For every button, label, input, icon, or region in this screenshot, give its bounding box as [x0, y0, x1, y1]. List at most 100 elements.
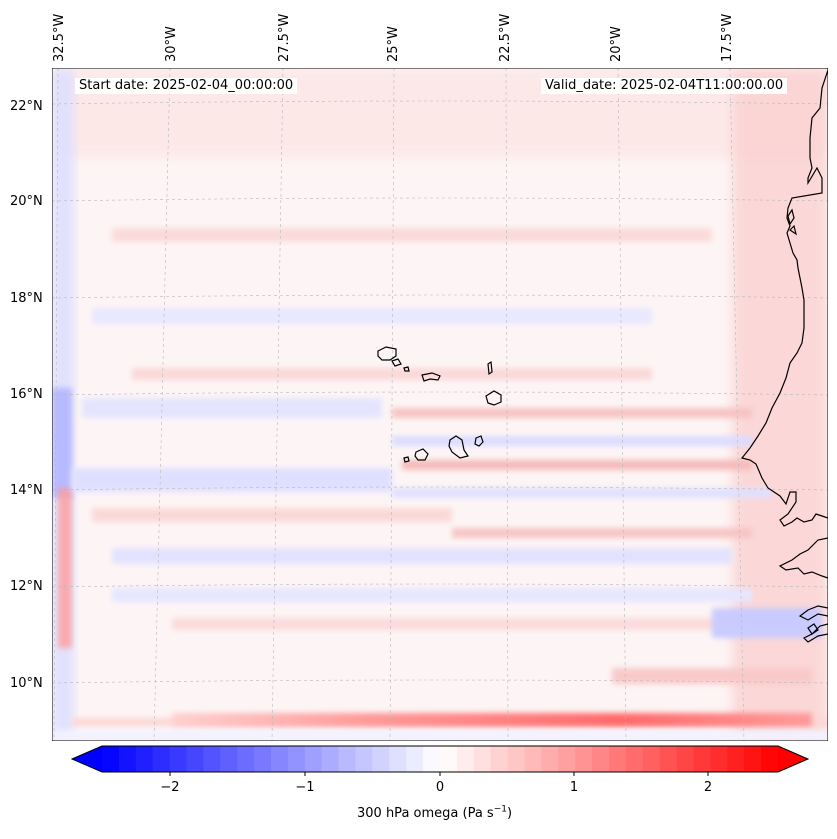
colorbar-step — [355, 746, 373, 772]
colorbar-step — [118, 746, 137, 772]
colorbar-step — [541, 746, 559, 772]
colorbar-step — [287, 746, 306, 772]
colorbar-step — [186, 746, 204, 772]
colorbar-tick-1: 1 — [569, 780, 579, 795]
lat-label-10n: 10°N — [10, 676, 43, 691]
lon-label-17-5w: 17.5°W — [720, 13, 735, 62]
colorbar-step — [440, 746, 458, 772]
lat-label-18n: 18°N — [10, 291, 43, 306]
valid-date-label: Valid_date: 2025-02-04T11:00:00.00 — [541, 78, 788, 94]
colorbar-step — [592, 746, 610, 772]
parallel-14n — [52, 486, 828, 491]
colorbar-step — [406, 746, 424, 772]
colorbar-step — [372, 746, 390, 772]
colorbar-step — [473, 746, 492, 772]
coastal-islands — [787, 208, 819, 635]
colorbar-step — [761, 746, 779, 772]
colorbar-step — [744, 746, 762, 772]
colorbar-tick-minus1: −1 — [295, 780, 315, 795]
africa-coast-south — [778, 537, 828, 643]
island-santa-luzia — [403, 366, 410, 372]
colorbar-outline — [70, 745, 810, 773]
colorbar-step — [169, 746, 187, 772]
parallel-10n — [52, 679, 828, 684]
island-santo-antao — [377, 346, 397, 361]
colorbar-step — [575, 746, 593, 772]
colorbar-step — [389, 746, 407, 772]
island-boa-vista — [485, 390, 502, 406]
colorbar-label-main: 300 hPa omega (Pa s — [357, 806, 494, 821]
lon-label-32-5w: 32.5°W — [52, 13, 67, 62]
lat-label-12n: 12°N — [10, 579, 43, 594]
meridian-32-5w — [53, 68, 59, 741]
meridian-30w — [153, 68, 171, 741]
colorbar-steps — [72, 746, 808, 772]
africa-coast — [740, 68, 828, 527]
lat-label-20n: 20°N — [10, 194, 43, 209]
colorbar-step — [254, 746, 272, 772]
colorbar-step — [152, 746, 171, 772]
island-santiago — [448, 435, 469, 459]
colorbar-step — [220, 746, 238, 772]
island-sao-nicolau — [421, 372, 441, 382]
colorbar-label: 300 hPa omega (Pa s−1) — [357, 804, 513, 821]
colorbar-label-exponent: −1 — [493, 804, 507, 815]
colorbar-step — [203, 746, 221, 772]
colorbar-step — [338, 746, 356, 772]
colorbar-tick-2: 2 — [703, 780, 713, 795]
island-sao-vicente — [391, 358, 402, 367]
lat-label-16n: 16°N — [10, 387, 43, 402]
parallel-18n — [52, 294, 828, 299]
colorbar-step — [456, 746, 475, 772]
island-brava — [403, 456, 410, 463]
lat-label-14n: 14°N — [10, 483, 43, 498]
colorbar-ticks — [169, 772, 709, 776]
colorbar-step — [625, 746, 644, 772]
colorbar-label-close: ) — [506, 806, 513, 821]
omega-map — [52, 68, 828, 741]
colorbar-step — [558, 746, 576, 772]
colorbar-step — [490, 746, 509, 772]
parallel-16n — [52, 391, 828, 396]
omega-field — [52, 68, 828, 741]
colorbar-tick-minus2: −2 — [160, 780, 180, 795]
colorbar-step — [676, 746, 694, 772]
colorbar-extend-max — [778, 746, 808, 772]
lat-label-22n: 22°N — [10, 99, 43, 114]
colorbar-step — [727, 746, 745, 772]
colorbar-step — [321, 746, 340, 772]
colorbar-step — [710, 746, 728, 772]
colorbar-step — [304, 746, 323, 772]
meridian-22-5w — [505, 68, 509, 741]
lon-label-27-5w: 27.5°W — [277, 13, 292, 62]
lon-label-20w: 20°W — [609, 26, 624, 62]
colorbar-step — [659, 746, 678, 772]
colorbar-step — [524, 746, 542, 772]
colorbar-step — [423, 746, 441, 772]
island-fogo — [414, 448, 429, 461]
colorbar-step — [102, 746, 120, 772]
parallel-20n — [52, 197, 828, 202]
colorbar-step — [507, 746, 525, 772]
meridian-27-5w — [271, 68, 284, 741]
meridian-20w — [617, 68, 627, 741]
colorbar-step — [609, 746, 627, 772]
colorbar-step — [135, 746, 154, 772]
coastlines — [377, 68, 828, 643]
colorbar — [70, 745, 810, 776]
start-date-label: Start date: 2025-02-04_00:00:00 — [75, 78, 298, 94]
parallel-22n — [52, 100, 828, 105]
colorbar-extend-min — [72, 746, 102, 772]
lon-label-25w: 25°W — [386, 26, 401, 62]
meridian-17-5w — [729, 68, 745, 741]
meridian-25w — [389, 68, 395, 741]
colorbar-step — [237, 746, 255, 772]
island-maio — [474, 435, 484, 447]
graticule — [52, 68, 828, 741]
lon-label-30w: 30°W — [164, 26, 179, 62]
colorbar-step — [271, 746, 289, 772]
colorbar-tick-0: 0 — [435, 780, 445, 795]
parallel-12n — [52, 583, 828, 588]
colorbar-step — [642, 746, 661, 772]
island-sal — [487, 360, 493, 376]
